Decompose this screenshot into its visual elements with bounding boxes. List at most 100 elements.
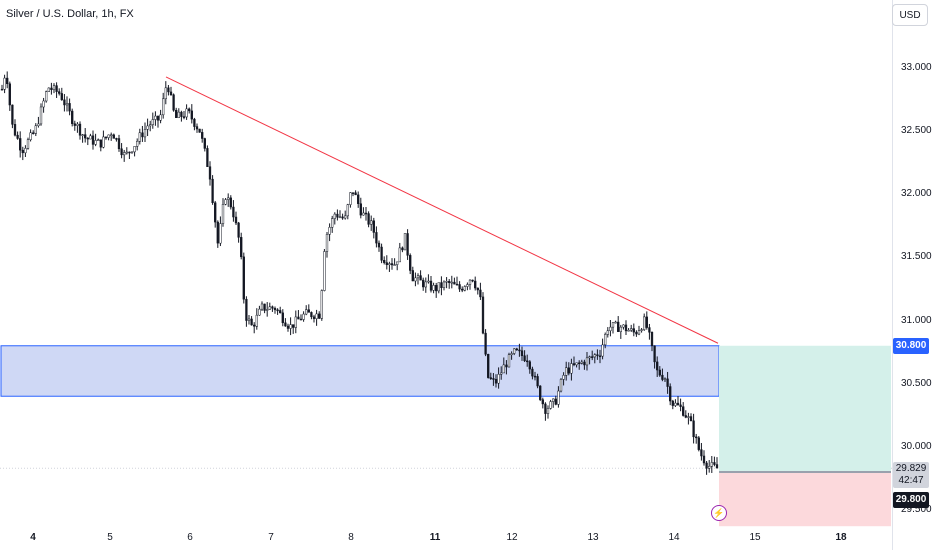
candle-body — [411, 270, 414, 282]
candle-body — [601, 344, 604, 357]
candle-body — [273, 308, 277, 311]
candle-body — [663, 378, 667, 381]
target-price-tag: 30.800 — [893, 337, 929, 354]
candle-body — [674, 402, 677, 406]
candle-body — [570, 363, 573, 374]
candle-body — [221, 204, 225, 224]
price-tick-label: 32.000 — [901, 188, 932, 200]
price-chart[interactable] — [0, 0, 892, 530]
candle-body — [507, 354, 511, 368]
candle-body — [3, 77, 6, 90]
candle-body — [606, 330, 609, 335]
price-tick-label: 29.500 — [901, 503, 932, 515]
candle-body — [364, 212, 368, 215]
candle-body — [489, 377, 492, 379]
candle-body — [388, 263, 391, 266]
price-tick-label: 30.500 — [901, 377, 932, 389]
candle-body — [546, 408, 550, 414]
candle-body — [73, 123, 76, 126]
candle-body — [526, 360, 529, 363]
candle-body — [102, 136, 105, 148]
candle-body — [468, 279, 472, 285]
candle-body — [110, 134, 113, 137]
candle-body — [622, 324, 625, 328]
candle-body — [614, 321, 617, 324]
candle-body — [328, 227, 331, 235]
candle-body — [167, 87, 170, 93]
price-tick-label: 33.000 — [901, 62, 932, 74]
candle-body — [406, 233, 409, 256]
candle-body — [463, 286, 466, 291]
candle-body — [372, 220, 375, 233]
time-tick-label: 14 — [668, 532, 680, 543]
candle-body — [552, 398, 555, 402]
candle-body — [619, 326, 622, 332]
candle-body — [435, 285, 438, 292]
candle-body — [250, 318, 253, 326]
candle-body — [453, 281, 456, 285]
candle-body — [440, 282, 443, 288]
candle-body — [432, 285, 435, 291]
candle-body — [180, 111, 183, 117]
candle-body — [567, 367, 570, 374]
candle-body — [323, 251, 326, 291]
candle-body — [643, 316, 646, 330]
candle-body — [125, 151, 128, 154]
candle-body — [325, 234, 329, 252]
candle-body — [8, 83, 11, 106]
candle-body — [206, 148, 209, 167]
chart-area[interactable]: Silver / U.S. Dollar, 1h, FX ⚡ — [0, 0, 892, 530]
candle-body — [591, 356, 594, 358]
candle-body — [94, 140, 97, 145]
candle-body — [281, 312, 284, 324]
candle-body — [237, 222, 240, 238]
candle-body — [203, 138, 206, 149]
candle-body — [448, 281, 451, 283]
candle-body — [479, 289, 482, 298]
candle-body — [346, 204, 349, 217]
loss-zone — [719, 471, 891, 527]
candle-body — [115, 138, 118, 140]
candle-body — [247, 318, 251, 321]
candle-body — [24, 148, 27, 154]
candle-body — [531, 368, 534, 377]
candle-body — [224, 199, 227, 205]
candle-body — [689, 416, 693, 422]
currency-button[interactable]: USD — [892, 4, 928, 26]
candle-body — [112, 134, 115, 139]
candle-body — [611, 322, 615, 328]
candle-body — [6, 77, 9, 85]
candle-body — [593, 354, 596, 358]
candle-body — [541, 399, 544, 405]
price-axis[interactable]: 33.000 32.500 32.000 31.500 31.000 30.500 30.0… — [892, 0, 932, 550]
candle-body — [682, 406, 685, 416]
time-tick-label: 18 — [835, 532, 847, 543]
candle-body — [138, 132, 141, 142]
candle-body — [294, 316, 297, 328]
candle-body — [692, 420, 695, 438]
candle-body — [302, 313, 305, 320]
candle-body — [596, 354, 599, 357]
candle-body — [559, 379, 563, 392]
candle-body — [318, 313, 321, 319]
candle-body — [266, 309, 269, 311]
time-tick-label: 12 — [506, 532, 518, 543]
candle-body — [289, 324, 292, 329]
candle-body — [624, 324, 628, 332]
time-axis[interactable]: 4 5 6 7 8 11 12 13 14 15 18 — [0, 530, 892, 550]
candle-body — [466, 284, 469, 287]
candle-body — [182, 116, 186, 118]
candle-body — [666, 378, 669, 387]
candle-body — [575, 362, 578, 366]
price-tick-label: 30.000 — [901, 440, 932, 452]
candle-body — [679, 404, 682, 407]
candle-body — [344, 215, 347, 219]
price-tick-label: 31.500 — [901, 251, 932, 263]
candle-body — [578, 362, 581, 365]
candle-body — [518, 349, 521, 352]
candle-body — [648, 327, 651, 333]
candle-body — [312, 316, 316, 319]
lightning-icon[interactable]: ⚡ — [711, 505, 727, 521]
candle-body — [201, 132, 204, 139]
candle-body — [21, 149, 24, 154]
